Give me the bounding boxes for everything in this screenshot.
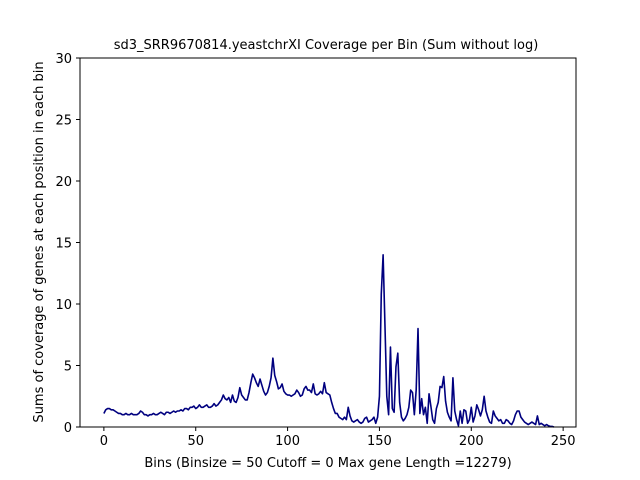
x-tick-label: 200 (459, 434, 484, 449)
x-axis-label: Bins (Binsize = 50 Cutoff = 0 Max gene L… (144, 456, 511, 471)
x-tick-label: 100 (275, 434, 300, 449)
chart-title: sd3_SRR9670814.yeastchrXI Coverage per B… (114, 38, 539, 53)
y-axis-label: Sums of coverage of genes at each positi… (32, 61, 47, 422)
y-tick-label: 20 (55, 175, 72, 190)
y-tick-label: 0 (64, 421, 72, 436)
y-tick-label: 5 (64, 360, 72, 375)
plot-area: 0 50 100 150 200 250 0 5 10 15 20 25 30 (55, 52, 577, 449)
y-tick-label: 25 (55, 114, 72, 129)
y-tick-label: 15 (55, 237, 72, 252)
x-tick-label: 250 (551, 434, 576, 449)
y-tick-label: 30 (55, 52, 72, 67)
series-line-0 (103, 254, 555, 428)
x-tick-label: 0 (100, 434, 108, 449)
x-tick-label: 50 (187, 434, 204, 449)
y-tick-label: 10 (55, 298, 72, 313)
x-tick-label: 150 (367, 434, 392, 449)
